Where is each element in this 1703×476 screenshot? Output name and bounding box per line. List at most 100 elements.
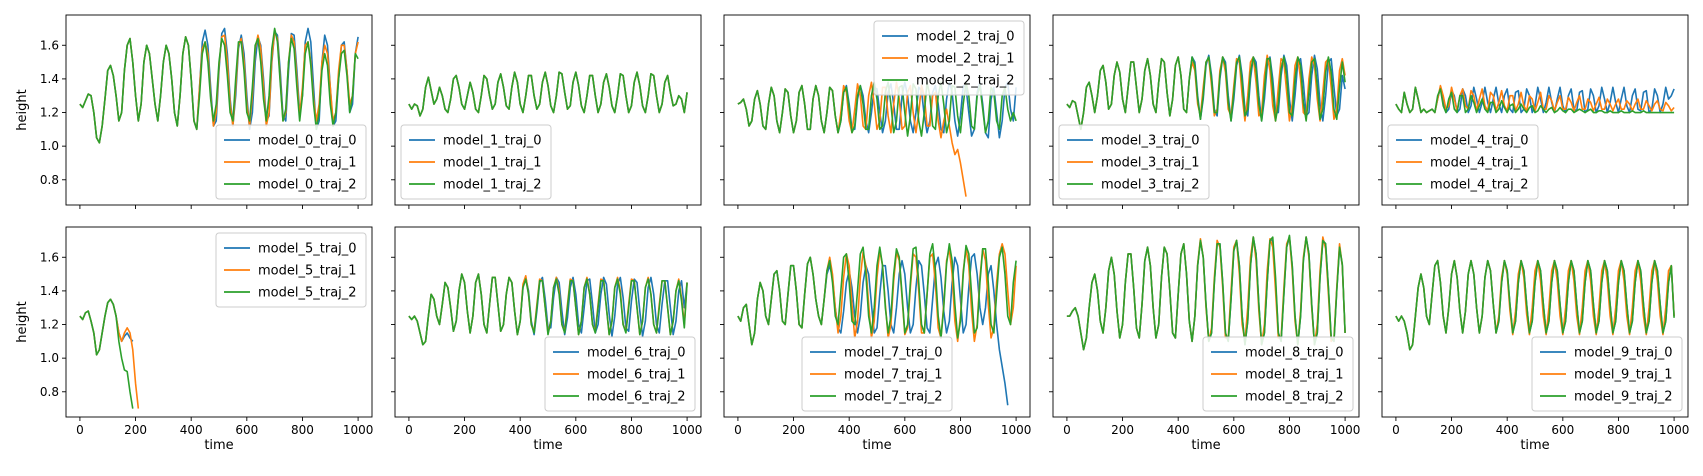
x-tick-label: 800 bbox=[949, 423, 972, 437]
x-axis-label: time bbox=[204, 438, 233, 453]
x-tick-label: 600 bbox=[1222, 423, 1245, 437]
legend-box bbox=[400, 124, 552, 200]
x-tick-label: 800 bbox=[291, 423, 314, 437]
legend-label: model_2_traj_1 bbox=[916, 52, 1015, 67]
series-group bbox=[1395, 259, 1675, 351]
axes-frame bbox=[65, 14, 373, 206]
subplot-1: model_1_traj_0 model_1_traj_1 model_1_traj… bbox=[391, 14, 702, 209]
subplot-6: 0 200 400 600 800 1000 time model_6_traj_0model… bbox=[391, 226, 702, 453]
series-group bbox=[1066, 54, 1346, 131]
series-group bbox=[79, 27, 359, 144]
legend-label: model_2_traj_0 bbox=[916, 30, 1015, 45]
legend-label: model_4_traj_2 bbox=[1430, 178, 1529, 193]
legend-label: model_9_traj_1 bbox=[1574, 368, 1673, 383]
legend-box bbox=[1202, 336, 1354, 412]
legend-label: model_3_traj_1 bbox=[1101, 156, 1200, 171]
series-line-model_9_traj_2 bbox=[1395, 259, 1675, 351]
legend-label: model_7_traj_2 bbox=[844, 390, 943, 405]
x-tick-label: 200 bbox=[1111, 423, 1134, 437]
x-tick-label: 600 bbox=[893, 423, 916, 437]
legend-label: model_9_traj_2 bbox=[1574, 390, 1673, 405]
legend-box bbox=[873, 20, 1025, 96]
series-line-model_7_traj_2 bbox=[737, 243, 1017, 346]
x-tick-label: 400 bbox=[1496, 423, 1519, 437]
axes-frame bbox=[723, 14, 1031, 206]
legend-label: model_6_traj_1 bbox=[587, 368, 686, 383]
series-line-model_4_traj_2 bbox=[1395, 86, 1675, 114]
legend-label: model_0_traj_2 bbox=[258, 178, 357, 193]
x-tick-label: 200 bbox=[1440, 423, 1463, 437]
y-tick-label: 0.8 bbox=[40, 385, 59, 399]
x-tick-label: 600 bbox=[235, 423, 258, 437]
x-tick-label: 1000 bbox=[343, 423, 374, 437]
series-line-model_2_traj_1 bbox=[737, 81, 967, 197]
series-group bbox=[1066, 234, 1346, 351]
legend-box bbox=[1531, 336, 1683, 412]
legend-label: model_5_traj_1 bbox=[258, 264, 357, 279]
legend: model_4_traj_0 model_4_traj_1 model_4_traj… bbox=[1387, 124, 1539, 200]
legend: model_3_traj_0 model_3_traj_1 model_3_traj… bbox=[1058, 124, 1210, 200]
x-axis-label: time bbox=[533, 438, 562, 453]
series-group bbox=[408, 273, 688, 346]
x-axis-label: time bbox=[1520, 438, 1549, 453]
x-tick-label: 400 bbox=[838, 423, 861, 437]
series-line-model_2_traj_2 bbox=[737, 81, 1017, 137]
series-group bbox=[408, 71, 688, 117]
legend-label: model_7_traj_1 bbox=[844, 368, 943, 383]
legend-label: model_8_traj_0 bbox=[1245, 346, 1344, 361]
legend-box bbox=[215, 232, 367, 308]
legend-label: model_6_traj_2 bbox=[587, 390, 686, 405]
legend-label: model_5_traj_0 bbox=[258, 242, 357, 257]
x-tick-label: 0 bbox=[405, 423, 413, 437]
x-tick-label: 600 bbox=[1551, 423, 1574, 437]
y-tick-label: 1.2 bbox=[40, 106, 59, 120]
axes-frame bbox=[394, 226, 702, 418]
legend: model_9_traj_0 model_9_traj_1 model_9_traj… bbox=[1531, 336, 1683, 412]
subplot-5: 0 200 400 600 800 1000 0.8 1.0 1.2 1.4 1.6 time heig… bbox=[15, 226, 374, 453]
y-tick-label: 1.6 bbox=[40, 250, 59, 264]
axes-frame bbox=[1381, 226, 1689, 418]
legend-label: model_0_traj_1 bbox=[258, 156, 357, 171]
legend-label: model_8_traj_1 bbox=[1245, 368, 1344, 383]
legend-label: model_7_traj_0 bbox=[844, 346, 943, 361]
legend-label: model_6_traj_0 bbox=[587, 346, 686, 361]
y-tick-label: 1.2 bbox=[40, 318, 59, 332]
legend: model_6_traj_0 model_6_traj_1 model_6_traj… bbox=[544, 336, 696, 412]
series-group bbox=[737, 81, 1017, 197]
x-tick-label: 0 bbox=[734, 423, 742, 437]
legend-label: model_4_traj_1 bbox=[1430, 156, 1529, 171]
legend-label: model_3_traj_0 bbox=[1101, 134, 1200, 149]
x-tick-label: 0 bbox=[1392, 423, 1400, 437]
x-tick-label: 800 bbox=[1278, 423, 1301, 437]
axes-frame bbox=[394, 14, 702, 206]
x-tick-label: 400 bbox=[509, 423, 532, 437]
legend-box bbox=[801, 336, 953, 412]
axes-frame bbox=[1381, 14, 1689, 206]
y-tick-label: 1.4 bbox=[40, 284, 59, 298]
legend-label: model_2_traj_2 bbox=[916, 74, 1015, 89]
legend-label: model_8_traj_2 bbox=[1245, 390, 1344, 405]
y-tick-label: 1.4 bbox=[40, 72, 59, 86]
legend-label: model_1_traj_2 bbox=[443, 178, 542, 193]
legend-label: model_5_traj_2 bbox=[258, 286, 357, 301]
legend-label: model_4_traj_0 bbox=[1430, 134, 1529, 149]
legend: model_8_traj_0 model_8_traj_1 model_8_traj… bbox=[1202, 336, 1354, 412]
legend-label: model_1_traj_1 bbox=[443, 156, 542, 171]
x-tick-label: 400 bbox=[180, 423, 203, 437]
y-tick-label: 1.0 bbox=[40, 139, 59, 153]
x-tick-label: 1000 bbox=[1330, 423, 1361, 437]
axes-frame bbox=[723, 226, 1031, 418]
subplot-7: 0 200 400 600 800 1000 time model_7_traj_0model… bbox=[720, 226, 1031, 453]
legend-label: model_1_traj_0 bbox=[443, 134, 542, 149]
x-tick-label: 800 bbox=[620, 423, 643, 437]
legend: model_5_traj_0 model_5_traj_1 model_5_traj… bbox=[215, 232, 367, 308]
subplot-8: 0 200 400 600 800 1000 time model_8_traj_0model… bbox=[1049, 226, 1361, 453]
y-axis-label: height bbox=[15, 301, 30, 342]
series-line-model_6_traj_2 bbox=[408, 273, 688, 346]
series-group bbox=[737, 243, 1017, 406]
series-line-model_3_traj_2 bbox=[1066, 56, 1346, 131]
subplot-3: model_3_traj_0 model_3_traj_1 model_3_traj… bbox=[1049, 14, 1360, 209]
legend: model_0_traj_0 model_0_traj_1 model_0_traj… bbox=[215, 124, 367, 200]
legend-label: model_9_traj_0 bbox=[1574, 346, 1673, 361]
subplot-0: 0.8 1.0 1.2 1.4 1.6 height model_0_traj_0model… bbox=[15, 14, 373, 209]
